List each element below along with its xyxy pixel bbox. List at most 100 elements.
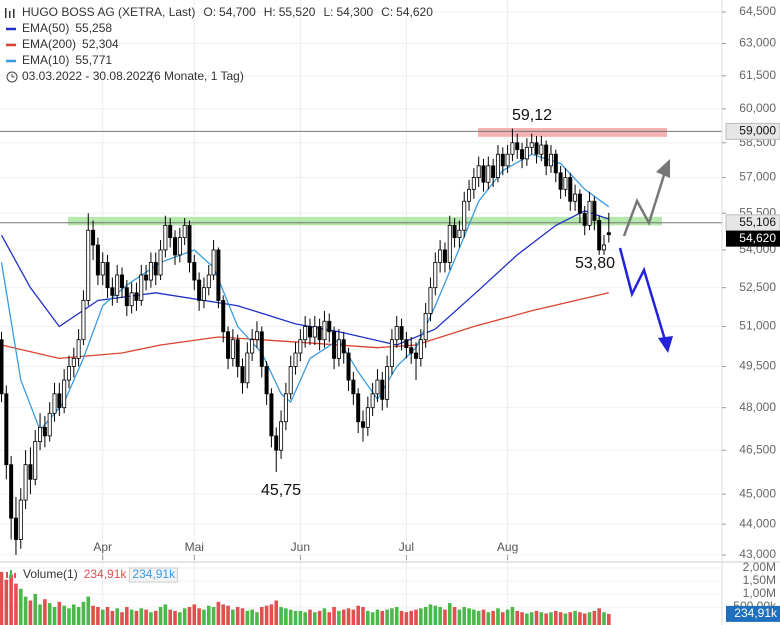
candle-body <box>394 326 399 341</box>
volume-tick-label: 2,00M <box>743 560 776 574</box>
volume-bar <box>129 609 134 625</box>
candle-body <box>399 326 404 341</box>
last-price-label: 54,620 <box>739 231 776 245</box>
volume-bar <box>259 607 264 625</box>
volume-bar <box>472 609 476 625</box>
candle-body <box>240 366 245 384</box>
volume-bar <box>125 607 129 625</box>
candle-body <box>235 339 240 367</box>
candle-body <box>211 249 216 276</box>
candle-body <box>86 229 91 301</box>
price-tag <box>725 122 780 140</box>
volume-bar <box>607 613 611 625</box>
candle-body <box>71 357 76 367</box>
candle-body <box>346 352 351 381</box>
scenario-arrow-up <box>622 174 666 237</box>
candle-body <box>534 142 539 155</box>
candle-body <box>442 249 447 263</box>
volume-bar <box>351 609 356 625</box>
candle-body <box>62 379 67 409</box>
candle-body <box>28 464 33 480</box>
volume-bar <box>178 612 182 625</box>
volume-bar <box>202 609 206 625</box>
volume-bar <box>447 603 452 625</box>
candle-body <box>148 262 153 281</box>
volume-bar <box>346 608 351 625</box>
y-tick-label: 52,500 <box>739 280 776 294</box>
volume-bar <box>120 612 124 625</box>
volume-bar <box>18 588 23 625</box>
candle-body <box>23 464 28 501</box>
candle-body <box>279 421 284 451</box>
symbol: HUGO BOSS AG (XETRA, Last) <box>22 5 195 19</box>
volume-bar <box>500 612 505 625</box>
volume-bar <box>250 609 254 625</box>
candle-body <box>110 287 115 296</box>
candle-body <box>66 366 71 381</box>
candle-body <box>520 149 525 160</box>
legend-value: 55,771 <box>75 53 112 67</box>
candle-body <box>486 165 491 183</box>
volume-bar <box>476 610 481 625</box>
candle-body <box>491 165 496 178</box>
candle-body <box>153 262 158 276</box>
volume-bar <box>221 604 226 625</box>
volume-bar <box>563 613 568 625</box>
candle-body <box>293 352 298 367</box>
candle-body <box>221 300 226 333</box>
volume-layer <box>0 571 611 625</box>
volume-bar <box>9 574 13 625</box>
candle-body <box>380 379 385 400</box>
x-tick-label: Jun <box>291 540 310 554</box>
candle-body <box>283 393 288 423</box>
volume-bar <box>279 607 283 625</box>
candle-body <box>4 393 9 466</box>
candle-body <box>529 142 534 148</box>
candle-body <box>91 229 96 246</box>
annotation-high: 59,12 <box>512 107 552 124</box>
volume-bar <box>438 607 442 625</box>
candle-body <box>95 244 100 276</box>
candle-body <box>105 262 110 289</box>
volume-bar <box>231 609 235 625</box>
volume-bar <box>76 607 81 625</box>
candle-body <box>163 224 168 251</box>
volume-bar <box>100 609 105 625</box>
candle-body <box>274 435 279 451</box>
candle-body <box>76 339 81 359</box>
candle-body <box>471 177 476 190</box>
chart-icon <box>9 11 11 18</box>
candle-body <box>120 274 125 289</box>
quote-value: 55,520 <box>279 5 316 19</box>
volume-bar <box>322 608 327 625</box>
candle-body <box>129 292 134 307</box>
candle-body <box>495 153 500 178</box>
candle-body <box>52 393 57 414</box>
x-tick-label: Aug <box>497 540 518 554</box>
chart-icon <box>5 8 7 18</box>
candle-body <box>360 421 365 428</box>
legend-value: 55,258 <box>75 21 112 35</box>
volume-bar <box>356 605 360 625</box>
y-tick-label: 48,000 <box>739 400 776 414</box>
volume-bar <box>134 610 139 625</box>
volume-bar <box>529 612 534 625</box>
candle-body <box>254 331 259 341</box>
candle-body <box>365 407 370 428</box>
volume-label: Volume(1) <box>23 567 78 581</box>
candle-body <box>505 153 510 167</box>
volume-bar <box>240 608 245 625</box>
candle-body <box>462 200 467 231</box>
candle-body <box>139 274 144 301</box>
volume-icon <box>10 570 12 578</box>
candle-body <box>515 142 520 151</box>
volume-bar <box>332 607 336 625</box>
candle-body <box>467 188 472 202</box>
y-tick-label: 46,500 <box>739 442 776 456</box>
quote-label: H: <box>264 5 276 19</box>
candle-body <box>9 464 14 519</box>
volume-tick-label: 1,50M <box>743 573 776 587</box>
candle-body <box>476 165 481 178</box>
candle-layer <box>0 128 611 555</box>
candle-body <box>404 339 409 349</box>
